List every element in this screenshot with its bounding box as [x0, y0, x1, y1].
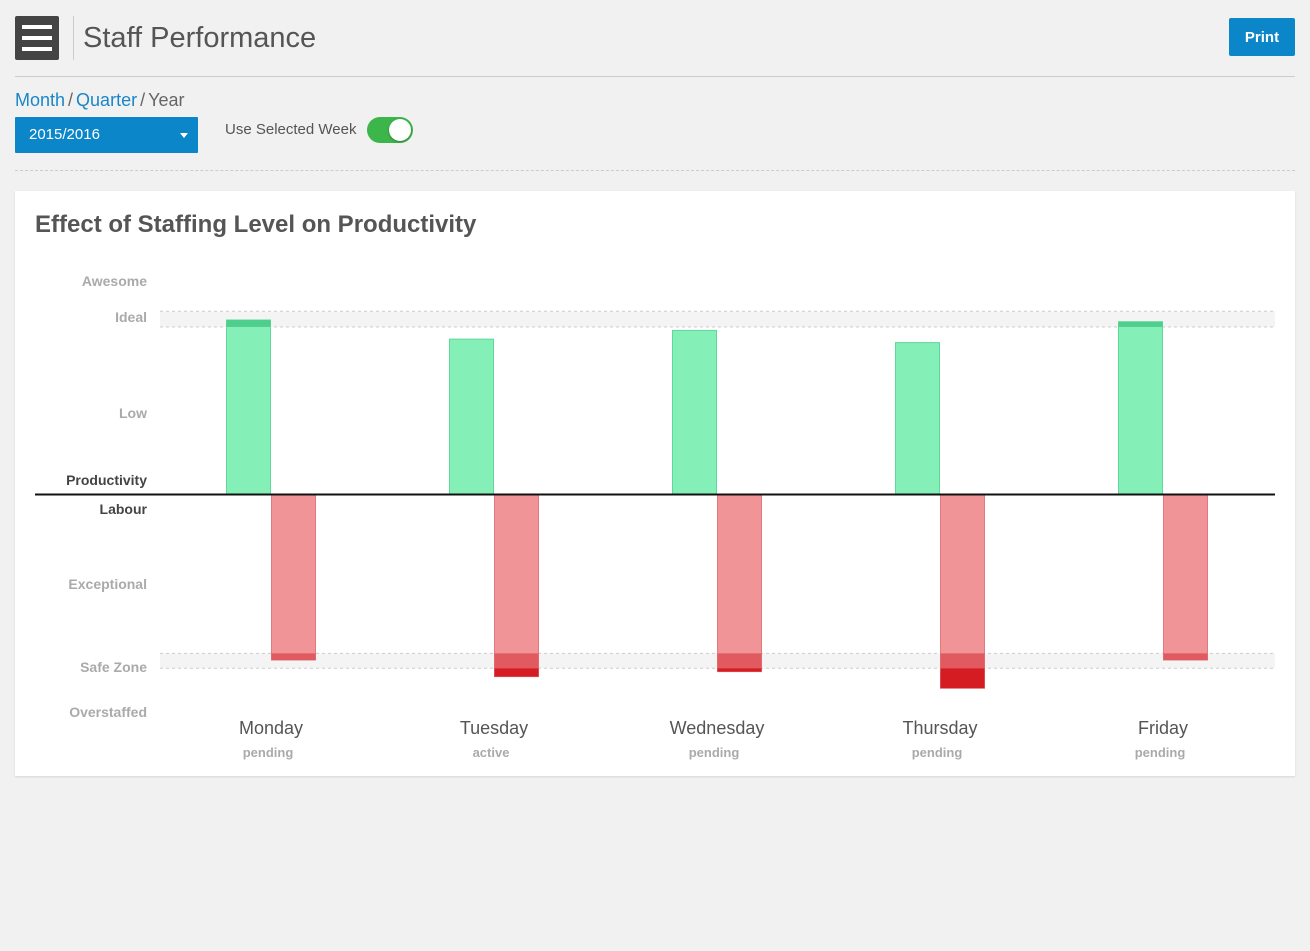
bar-productivity-ideal-monday: [226, 320, 271, 327]
y-label-awesome: Awesome: [82, 273, 147, 289]
bar-labour-safe-zone-monday: [271, 653, 316, 660]
header-divider: [15, 76, 1295, 77]
x-label-friday: Friday: [1138, 718, 1188, 738]
period-year-current: Year: [148, 90, 185, 110]
staffing-productivity-chart: Awesome Ideal Low Productivity Labour Excepti…: [35, 273, 1275, 760]
bar-labour-tuesday: [494, 493, 539, 678]
y-label-ideal: Ideal: [115, 309, 147, 325]
y-label-low: Low: [119, 405, 147, 421]
section-divider: [15, 170, 1295, 171]
use-selected-week-label: Use Selected Week: [225, 121, 357, 138]
x-label-tuesday: Tuesday: [460, 718, 528, 738]
bar-labour-monday: [271, 493, 316, 661]
print-button[interactable]: Print: [1229, 18, 1295, 56]
bar-labour-overstaffed-thursday: [940, 668, 985, 689]
toggle-knob: [389, 119, 411, 141]
page-title: Staff Performance: [83, 22, 317, 54]
bar-labour-overstaffed-tuesday: [494, 668, 539, 677]
status-label-wednesday: pending: [689, 745, 740, 760]
bar-labour-safe-zone-friday: [1163, 653, 1208, 660]
status-label-thursday: pending: [912, 745, 963, 760]
year-select[interactable]: 2015/2016: [15, 117, 198, 153]
title-divider: [73, 16, 74, 60]
bar-labour-wednesday: [717, 493, 762, 673]
bar-labour-overstaffed-wednesday: [717, 668, 762, 672]
bar-productivity-wednesday: [672, 329, 717, 495]
bar-labour-friday: [1163, 493, 1208, 661]
year-select-value: 2015/2016: [29, 126, 100, 143]
hamburger-menu-icon[interactable]: [15, 16, 59, 60]
y-label-overstaffed: Overstaffed: [69, 704, 147, 720]
period-separator: /: [68, 90, 74, 110]
bar-labour-safe-zone-tuesday: [494, 653, 539, 669]
chart-card: Effect of Staffing Level on Productivity…: [15, 191, 1295, 776]
y-label-exceptional: Exceptional: [68, 576, 147, 592]
chart-title: Effect of Staffing Level on Productivity: [35, 211, 477, 238]
bar-productivity-monday: [226, 319, 271, 495]
y-label-productivity: Productivity: [66, 472, 147, 488]
status-label-monday: pending: [243, 745, 294, 760]
caret-down-icon: [180, 133, 188, 138]
status-label-friday: pending: [1135, 745, 1186, 760]
x-label-wednesday: Wednesday: [670, 718, 765, 738]
y-label-safe-zone: Safe Zone: [80, 659, 147, 675]
bar-labour-safe-zone-thursday: [940, 653, 985, 669]
period-quarter-link[interactable]: Quarter: [76, 90, 138, 110]
bar-productivity-tuesday: [449, 338, 494, 495]
bar-productivity-ideal-friday: [1118, 321, 1163, 327]
use-selected-week-toggle[interactable]: [367, 117, 413, 143]
period-separator: /: [140, 90, 146, 110]
bar-productivity-friday: [1118, 321, 1163, 495]
x-label-monday: Monday: [239, 718, 303, 738]
period-month-link[interactable]: Month: [15, 90, 66, 110]
period-nav: Month / Quarter / Year: [15, 89, 184, 111]
status-label-tuesday: active: [473, 745, 510, 760]
ideal-band: [160, 311, 1275, 327]
bar-labour-safe-zone-wednesday: [717, 653, 762, 669]
x-label-thursday: Thursday: [902, 718, 977, 738]
y-label-labour: Labour: [100, 501, 148, 517]
bar-productivity-thursday: [895, 342, 940, 495]
